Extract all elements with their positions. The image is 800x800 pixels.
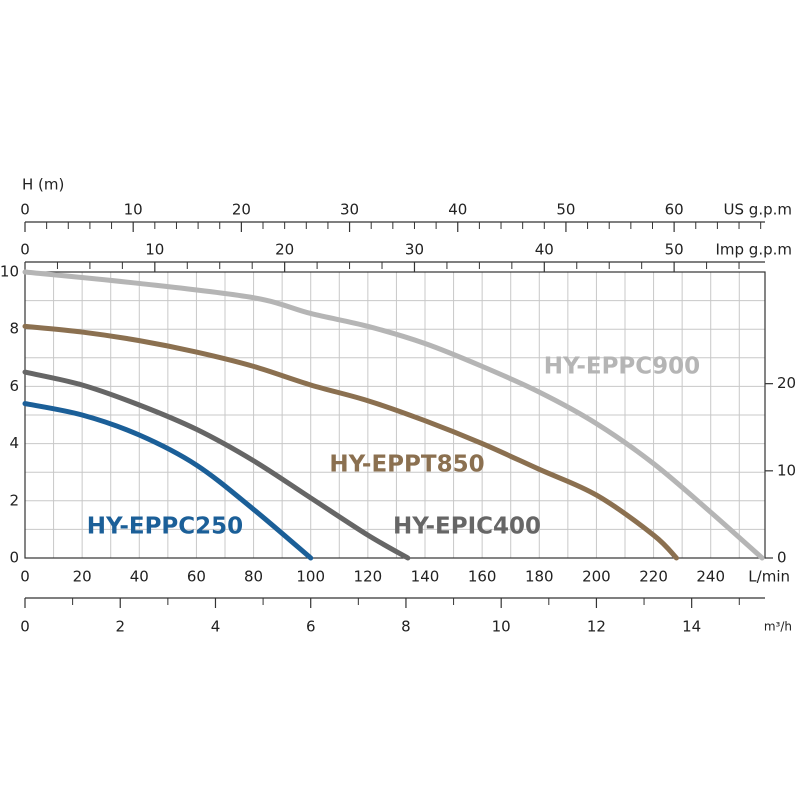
x-tick-label: 0 [20, 568, 30, 586]
x-tick-label: 140 [411, 568, 440, 586]
x-tick-label: 20 [232, 201, 251, 219]
y-axis-label: H (m) [22, 176, 64, 194]
y-tick-label: 0 [9, 549, 19, 567]
x-axis-label: L/min [748, 568, 790, 586]
x-tick-label: 14 [682, 618, 701, 636]
x-tick-label: 20 [275, 241, 294, 259]
y2-tick-label: 20 [777, 374, 796, 392]
curve [22, 323, 679, 561]
x-tick-label: 6 [306, 618, 316, 636]
x-tick-label: 40 [130, 568, 149, 586]
plot-frame [24, 271, 766, 559]
x-tick-label: 10 [492, 618, 511, 636]
x-tick-label: 220 [639, 568, 668, 586]
x-tick-label: 30 [340, 201, 359, 219]
x-tick-label: 0 [20, 241, 30, 259]
x-tick-label: 100 [296, 568, 325, 586]
curve-label: HY-EPIC400 [393, 514, 541, 540]
x-tick-label: 50 [556, 201, 575, 219]
y-tick-label: 6 [9, 377, 19, 395]
y-tick-label: 4 [9, 434, 19, 452]
x-tick-label: 40 [448, 201, 467, 219]
x-tick-label: 2 [115, 618, 125, 636]
curve-label: HY-EPPC250 [87, 514, 243, 540]
x-tick-label: 160 [468, 568, 497, 586]
x-tick-label: 200 [582, 568, 611, 586]
curve [22, 269, 765, 561]
x-tick-label: 40 [535, 241, 554, 259]
x-tick-label: 4 [211, 618, 221, 636]
curve-label: HY-EPPC900 [544, 354, 700, 380]
y2-tick-label: 0 [777, 549, 787, 567]
x-tick-label: 12 [587, 618, 606, 636]
x-tick-label: 60 [187, 568, 206, 586]
x-tick-label: 30 [405, 241, 424, 259]
x-tick-label: 60 [665, 201, 684, 219]
x-tick-label: 20 [73, 568, 92, 586]
x-tick-label: 0 [20, 201, 30, 219]
y-tick-label: 2 [9, 491, 19, 509]
x-tick-label: 120 [354, 568, 383, 586]
y-tick-label: 10 [0, 263, 19, 281]
curve [22, 369, 411, 561]
y2-tick-label: 10 [777, 461, 796, 479]
x-tick-label: 180 [525, 568, 554, 586]
x-tick-label: 0 [20, 618, 30, 636]
x-tick-label: 8 [401, 618, 411, 636]
curve-label: HY-EPPT850 [329, 452, 484, 478]
x-tick-label: 50 [665, 241, 684, 259]
axis-label: m³/h [764, 620, 792, 634]
x-tick-label: 240 [696, 568, 725, 586]
axis-label: US g.p.m [724, 201, 792, 219]
curve [22, 401, 314, 561]
axis-label: Imp g.p.m [715, 241, 792, 259]
y-tick-label: 8 [9, 320, 19, 338]
x-tick-label: 10 [124, 201, 143, 219]
x-tick-label: 80 [244, 568, 263, 586]
x-tick-label: 10 [145, 241, 164, 259]
